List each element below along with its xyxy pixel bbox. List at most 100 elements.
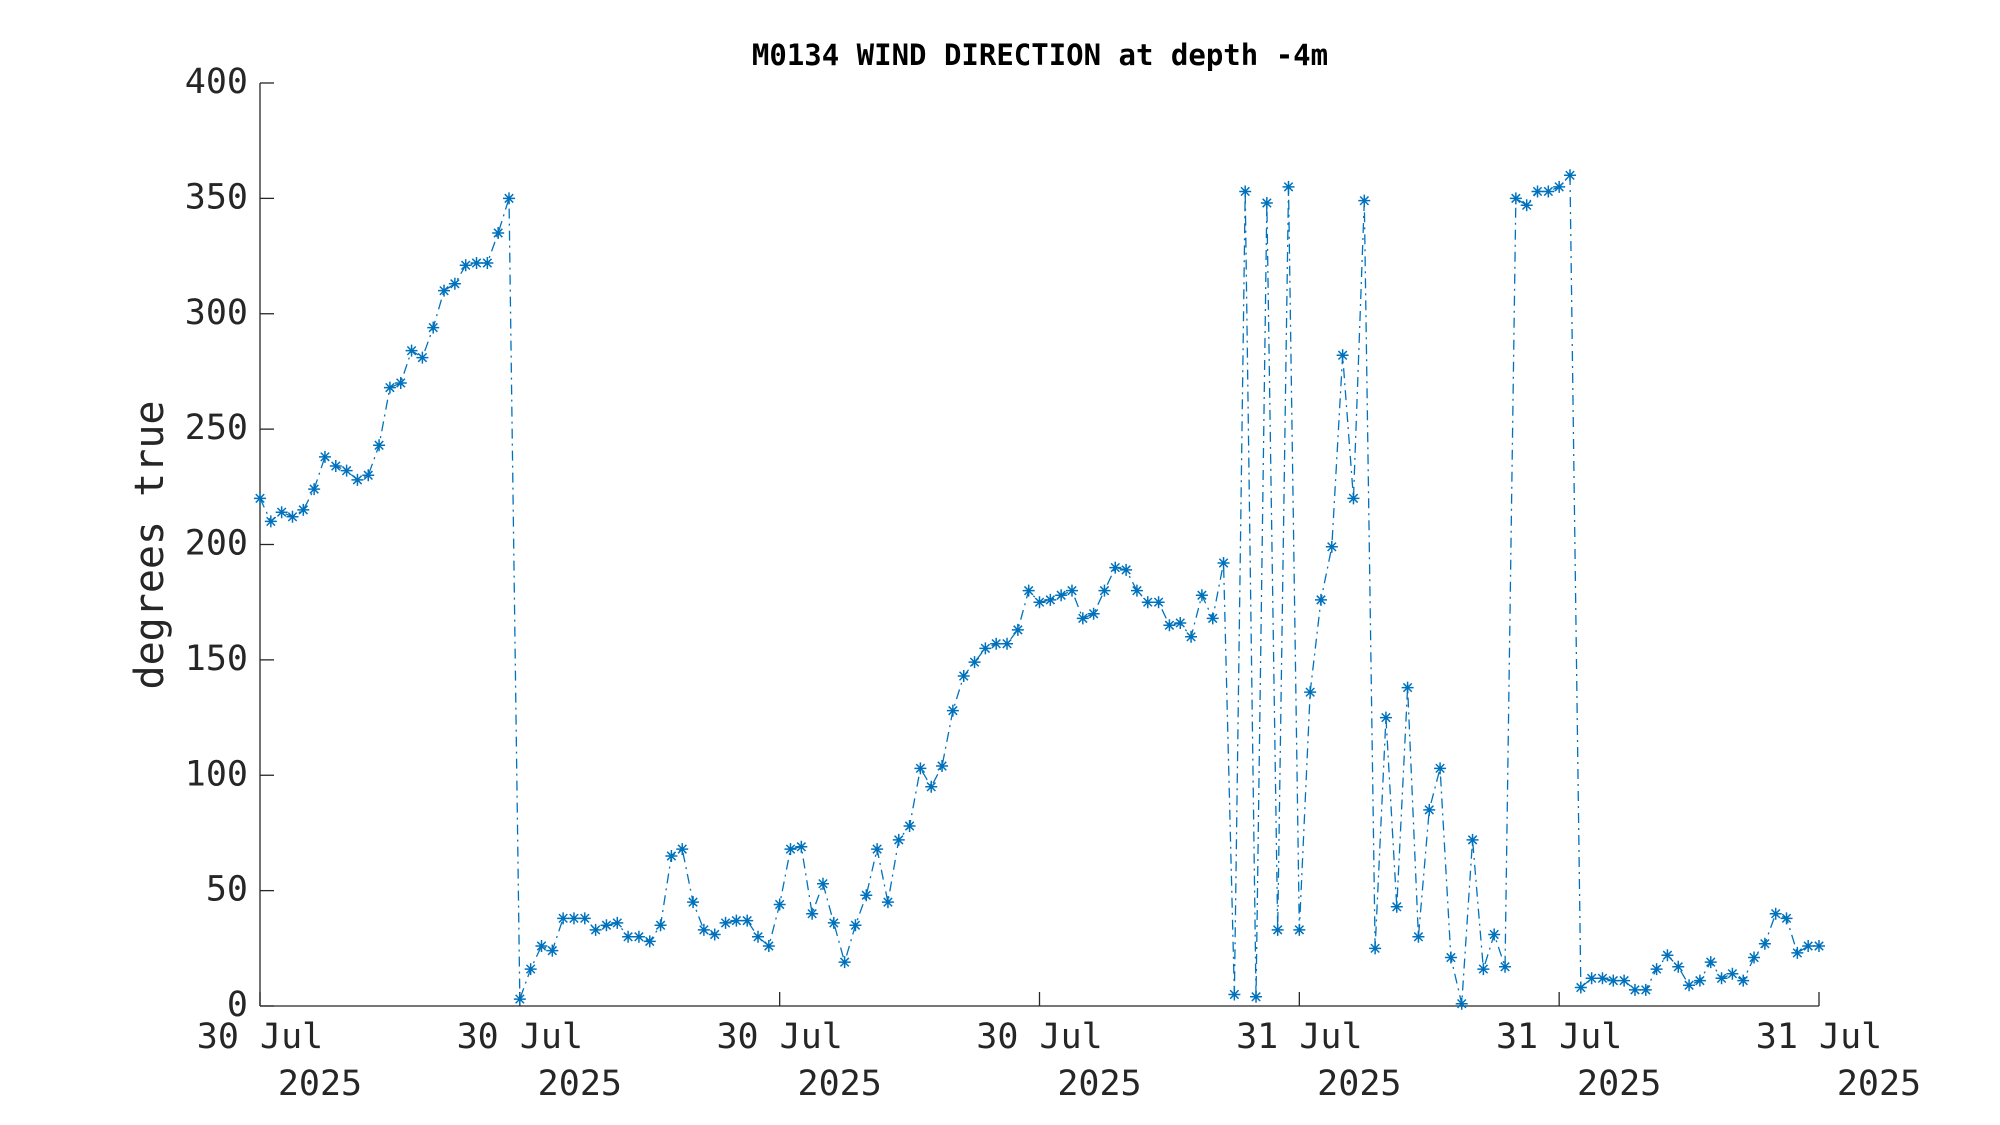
data-point — [1109, 561, 1122, 574]
data-point — [1152, 596, 1165, 609]
y-tick-label: 100 — [185, 754, 248, 794]
data-point — [1683, 979, 1696, 992]
data-point — [914, 762, 927, 775]
data-point — [957, 670, 970, 683]
data-point — [795, 840, 808, 853]
data-point — [394, 376, 407, 389]
data-point — [1715, 972, 1728, 985]
data-point — [827, 916, 840, 929]
x-tick-label: 30 Jul 2025 — [197, 1017, 362, 1104]
data-point — [1704, 956, 1717, 969]
data-point — [816, 877, 829, 890]
data-point — [264, 515, 277, 528]
data-point — [1650, 963, 1663, 976]
data-point — [448, 277, 461, 290]
data-point — [687, 896, 700, 909]
data-point — [1758, 937, 1771, 950]
data-point — [1737, 974, 1750, 987]
data-point — [1477, 963, 1490, 976]
data-point — [1001, 637, 1014, 650]
data-point — [1423, 803, 1436, 816]
data-point — [1607, 974, 1620, 987]
data-point — [1022, 584, 1035, 597]
data-point — [1055, 589, 1068, 602]
data-point — [1553, 180, 1566, 193]
y-tick-label: 0 — [227, 985, 248, 1025]
data-point — [1293, 923, 1306, 936]
data-point — [1401, 681, 1414, 694]
data-point — [1813, 940, 1825, 953]
data-point — [871, 843, 884, 856]
data-point — [1314, 593, 1327, 606]
data-point — [275, 506, 288, 519]
data-point — [1531, 185, 1544, 198]
data-point — [1379, 711, 1392, 724]
data-point — [1488, 928, 1501, 941]
data-point — [481, 256, 494, 269]
data-point — [1726, 967, 1739, 980]
data-point — [741, 914, 754, 927]
data-point — [1434, 762, 1447, 775]
data-point — [254, 492, 266, 505]
data-point — [1206, 612, 1219, 625]
data-point — [308, 483, 321, 496]
data-point — [1185, 630, 1198, 643]
data-point — [535, 940, 548, 953]
data-point — [1174, 616, 1187, 629]
data-point — [1672, 960, 1685, 973]
data-point — [1195, 589, 1208, 602]
data-point — [1520, 199, 1533, 212]
y-tick-label: 350 — [185, 177, 248, 217]
data-point — [1412, 930, 1425, 943]
data-point — [1011, 623, 1024, 636]
data-point — [524, 963, 537, 976]
data-point — [1585, 972, 1598, 985]
data-point — [1250, 990, 1263, 1003]
data-point — [1228, 988, 1241, 1001]
data-point — [1563, 169, 1576, 182]
data-point — [1325, 540, 1338, 553]
y-tick-label: 50 — [206, 870, 248, 910]
data-point — [1141, 596, 1154, 609]
y-tick-label: 150 — [185, 639, 248, 679]
data-point — [297, 503, 310, 516]
y-tick-label: 250 — [185, 408, 248, 448]
data-point — [708, 928, 721, 941]
data-point — [806, 907, 819, 920]
data-point — [892, 833, 905, 846]
data-point — [903, 820, 916, 833]
data-point — [1499, 960, 1512, 973]
data-point — [405, 344, 418, 357]
data-point — [784, 843, 797, 856]
data-point — [578, 912, 591, 925]
data-point — [427, 321, 440, 334]
data-point — [1639, 983, 1652, 996]
data-point — [329, 460, 342, 473]
data-point — [676, 843, 689, 856]
data-point — [1390, 900, 1403, 913]
data-point — [1336, 349, 1349, 362]
data-point — [1098, 584, 1111, 597]
data-point — [1628, 983, 1641, 996]
x-tick-label: 30 Jul 2025 — [976, 1017, 1141, 1104]
data-point — [1769, 907, 1782, 920]
data-point — [719, 916, 732, 929]
data-point — [503, 192, 516, 205]
data-point — [557, 912, 570, 925]
data-point — [730, 914, 743, 927]
data-point — [513, 993, 526, 1006]
data-point — [567, 912, 580, 925]
data-point — [589, 923, 602, 936]
data-point — [881, 896, 894, 909]
y-tick-label: 400 — [185, 62, 248, 102]
data-point — [752, 930, 765, 943]
data-point — [318, 450, 331, 463]
data-point — [1304, 686, 1317, 699]
data-point — [1033, 596, 1046, 609]
x-tick-label: 31 Jul 2025 — [1496, 1017, 1661, 1104]
data-point — [1455, 997, 1468, 1010]
data-point — [1780, 912, 1793, 925]
data-point — [665, 850, 678, 863]
data-point — [546, 944, 559, 957]
data-point — [1748, 951, 1761, 964]
